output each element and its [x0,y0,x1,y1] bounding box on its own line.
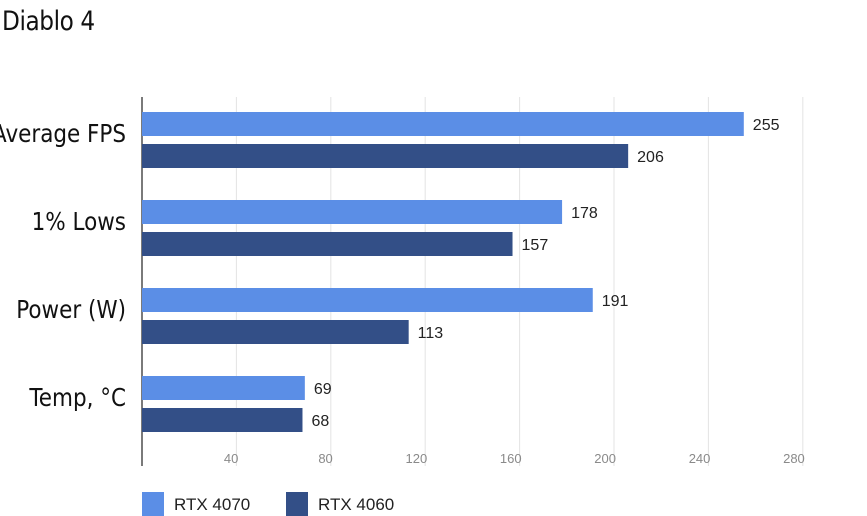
data-label: 69 [314,381,332,398]
data-label: 191 [602,293,629,310]
bar-rtx-4060 [142,320,409,344]
data-label: 113 [418,325,444,342]
legend-label: RTX 4060 [318,495,394,514]
x-tick-label: 200 [594,451,616,466]
legend-label: RTX 4070 [174,495,250,514]
legend-swatch [142,492,164,516]
labels: 40 80 120 160 200 240 280 Average FPS 255 206 1% L… [0,117,805,466]
data-label: 178 [571,205,598,222]
bar-rtx-4070 [142,112,744,136]
bar-rtx-4070 [142,376,305,400]
data-label: 255 [753,117,780,134]
data-label: 206 [637,149,664,166]
x-tick-label: 80 [318,451,332,466]
data-label: 68 [311,413,329,430]
legend: RTX 4070 RTX 4060 [142,492,394,516]
category-label: 1% Lows [32,207,126,236]
data-label: 157 [522,237,549,254]
bar-rtx-4060 [142,144,629,168]
category-label: Temp, °C [28,383,126,412]
bar-rtx-4060 [142,232,513,256]
bar-rtx-4060 [142,408,303,432]
bar-rtx-4070 [142,200,563,224]
legend-swatch [286,492,308,516]
x-tick-label: 280 [783,451,805,466]
x-tick-label: 240 [689,451,711,466]
chart-title: Diablo 4 [2,6,95,37]
category-label: Average FPS [0,119,126,148]
x-tick-label: 160 [500,451,522,466]
x-tick-label: 120 [405,451,427,466]
bars [142,112,744,432]
category-label: Power (W) [16,295,126,324]
bar-rtx-4070 [142,288,593,312]
x-tick-label: 40 [224,451,238,466]
